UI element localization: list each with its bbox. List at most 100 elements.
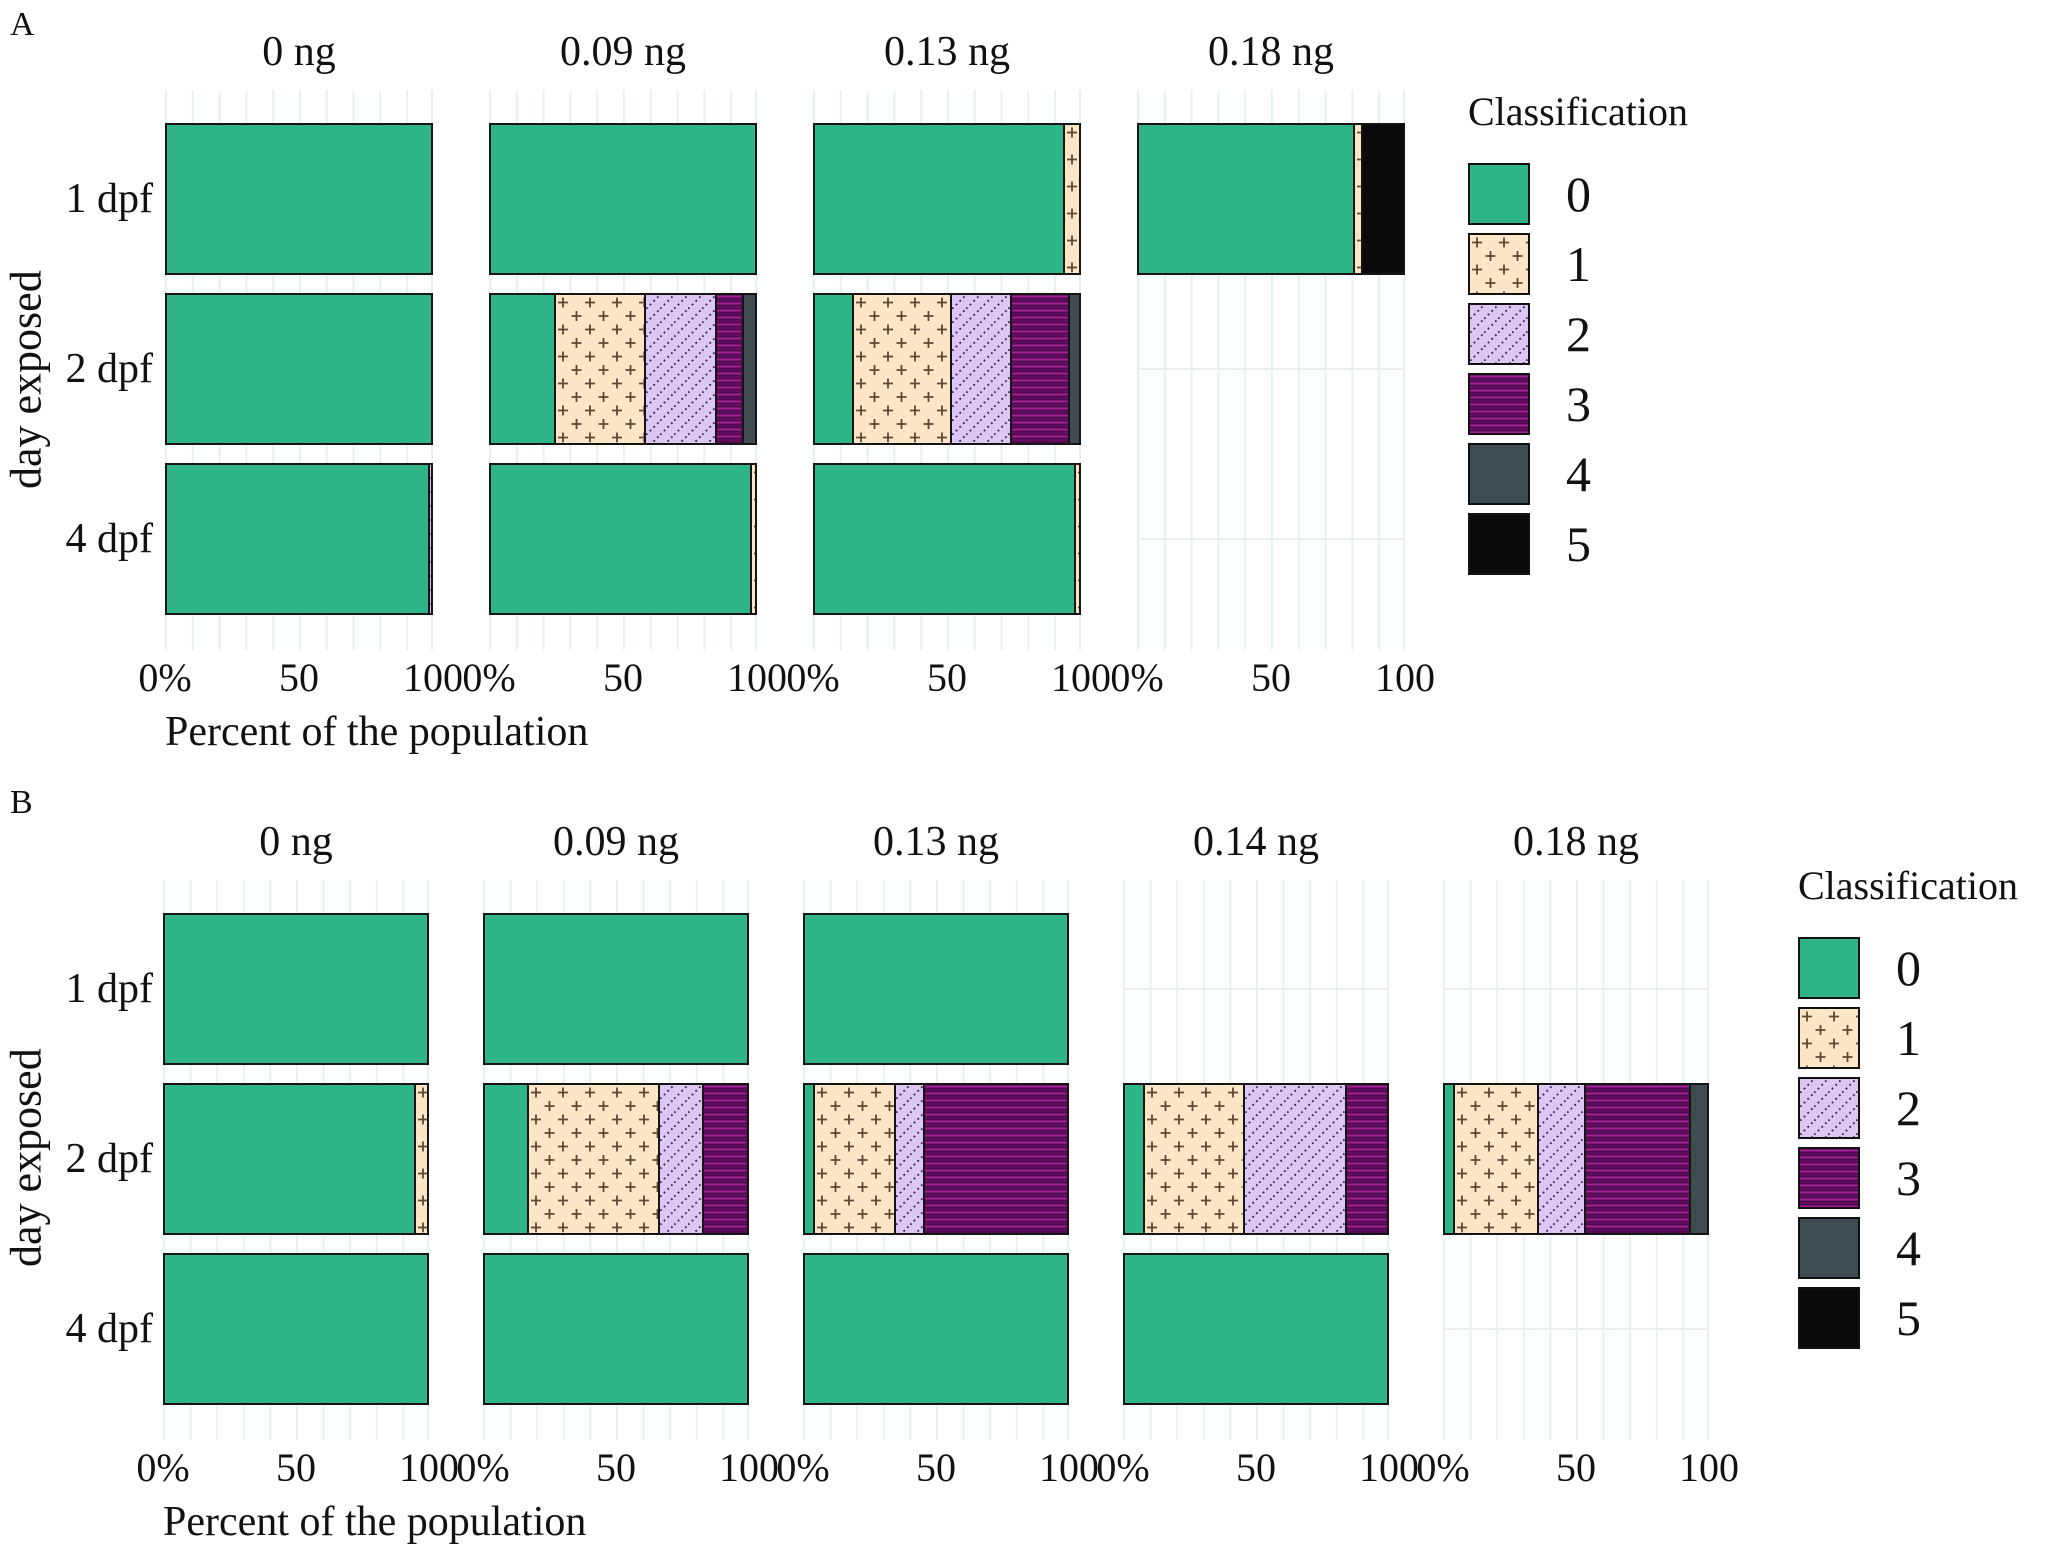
facet-cell xyxy=(165,454,433,624)
bar-segment-class-0 xyxy=(1125,1085,1144,1233)
minor-ticks xyxy=(1137,624,1405,650)
x-tick-label: 0% xyxy=(456,1445,510,1490)
stacked-bar xyxy=(489,463,757,615)
facet-header: 0.18 ng xyxy=(1208,29,1334,75)
axis-corner xyxy=(0,28,109,90)
x-tick-label: 0% xyxy=(138,655,192,700)
legend-item: 4 xyxy=(1468,443,1808,505)
facet-cell xyxy=(1137,454,1405,624)
bar-segment-class-1 xyxy=(1143,1085,1243,1233)
minor-ticks xyxy=(489,624,757,650)
minor-ticks xyxy=(813,624,1081,650)
legend-items: 0 1 2 3 4 5 xyxy=(1798,937,2048,1349)
x-tick-label: 100 xyxy=(719,1445,779,1490)
facet-cell xyxy=(813,454,1081,624)
bar-segment-class-2 xyxy=(1242,1085,1346,1233)
minor-ticks xyxy=(165,90,433,114)
legend-label: 3 xyxy=(1566,376,1591,432)
legend-swatch-class-5 xyxy=(1798,1287,1860,1349)
bar-segment-class-0 xyxy=(167,295,431,443)
facet-header: 0 ng xyxy=(262,29,336,75)
facet-header: 0.13 ng xyxy=(884,29,1010,75)
axis-corner xyxy=(0,818,109,880)
x-tick-label: 50 xyxy=(596,1445,636,1490)
x-tick-label: 0% xyxy=(786,655,840,700)
x-tick-labels: 0% 50 100 xyxy=(786,650,1111,704)
stacked-bar xyxy=(165,463,433,615)
facet-cell xyxy=(813,284,1081,454)
facet-cell xyxy=(803,904,1069,1074)
legend-swatch-class-1 xyxy=(1468,233,1530,295)
stacked-bar xyxy=(813,123,1081,275)
x-tick-labels: 0% 50 100 xyxy=(1416,1440,1739,1494)
x-tick-label: 0% xyxy=(1110,655,1164,700)
bar-segment-class-0 xyxy=(485,915,747,1063)
stacked-bar xyxy=(1123,1253,1389,1405)
bar-segment-class-1 xyxy=(1352,125,1361,273)
x-tick-label: 0% xyxy=(136,1445,190,1490)
minor-ticks xyxy=(803,880,1069,904)
stacked-bar xyxy=(163,1083,429,1235)
bar-segment-class-0 xyxy=(165,915,427,1063)
bar-segment-class-0 xyxy=(1445,1085,1453,1233)
facet-grid: 0 ng 0.09 ng 0.13 ng 0.18 ng 1 dpf 2 dpf 4 dpf… xyxy=(0,28,1436,766)
legend-label: 1 xyxy=(1566,236,1591,292)
bar-segment-class-2 xyxy=(428,465,431,613)
x-tick-label: 50 xyxy=(927,655,967,700)
stacked-bar xyxy=(813,463,1081,615)
facet-header: 0.18 ng xyxy=(1513,819,1639,865)
stacked-bar xyxy=(483,1253,749,1405)
x-tick-label: 50 xyxy=(916,1445,956,1490)
legend-item: 3 xyxy=(1468,373,1808,435)
minor-ticks xyxy=(803,1414,1069,1440)
bar-segment-class-0 xyxy=(485,1255,747,1403)
minor-ticks xyxy=(483,880,749,904)
legend-label: 5 xyxy=(1896,1290,1921,1346)
bar-segment-class-0 xyxy=(167,125,431,273)
stacked-bar xyxy=(1137,123,1405,275)
bar-segment-class-4 xyxy=(1068,295,1079,443)
minor-ticks xyxy=(165,624,433,650)
legend-title: Classification xyxy=(1468,89,1688,134)
legend-item: 1 xyxy=(1798,1007,2048,1069)
bar-segment-class-2 xyxy=(949,295,1011,443)
minor-ticks xyxy=(1443,880,1709,904)
x-tick-label: 50 xyxy=(1236,1445,1276,1490)
legend-swatch-class-5 xyxy=(1468,513,1530,575)
facet-cell xyxy=(163,1074,429,1244)
legend-swatch-class-3 xyxy=(1798,1147,1860,1209)
legend-label: 2 xyxy=(1566,306,1591,362)
legend-title: Classification xyxy=(1798,863,2018,908)
facet-cell xyxy=(163,1244,429,1414)
minor-ticks xyxy=(163,880,429,904)
minor-ticks xyxy=(163,1414,429,1440)
legend-label: 4 xyxy=(1896,1220,1921,1276)
legend-item: 0 xyxy=(1468,163,1808,225)
facet-cell xyxy=(483,1244,749,1414)
x-tick-label: 100 xyxy=(399,1445,459,1490)
legend-label: 4 xyxy=(1566,446,1591,502)
bar-segment-class-0 xyxy=(815,125,1064,273)
x-tick-label: 0% xyxy=(1096,1445,1150,1490)
y-category-label: 2 dpf xyxy=(65,346,154,392)
stacked-bar xyxy=(1443,1083,1709,1235)
y-category-label: 4 dpf xyxy=(65,516,154,562)
bar-segment-class-1 xyxy=(554,295,645,443)
stacked-bar xyxy=(163,913,429,1065)
facet-header: 0.09 ng xyxy=(553,819,679,865)
bar-segment-class-1 xyxy=(1073,465,1079,613)
stacked-bar xyxy=(165,293,433,445)
bar-segment-class-4 xyxy=(741,295,755,443)
x-tick-label: 100 xyxy=(1051,655,1111,700)
bar-segment-class-0 xyxy=(1125,1255,1387,1403)
bar-segment-class-1 xyxy=(413,1085,427,1233)
legend: Classification 0 1 2 3 4 5 xyxy=(1468,88,1808,583)
legend-swatch-class-4 xyxy=(1468,443,1530,505)
stacked-bar xyxy=(163,1253,429,1405)
legend-swatch-class-1 xyxy=(1798,1007,1860,1069)
facet-header: 0 ng xyxy=(259,819,333,865)
legend-label: 0 xyxy=(1566,166,1591,222)
x-tick-label: 50 xyxy=(279,655,319,700)
facet-cell xyxy=(803,1244,1069,1414)
facet-header: 0.09 ng xyxy=(560,29,686,75)
